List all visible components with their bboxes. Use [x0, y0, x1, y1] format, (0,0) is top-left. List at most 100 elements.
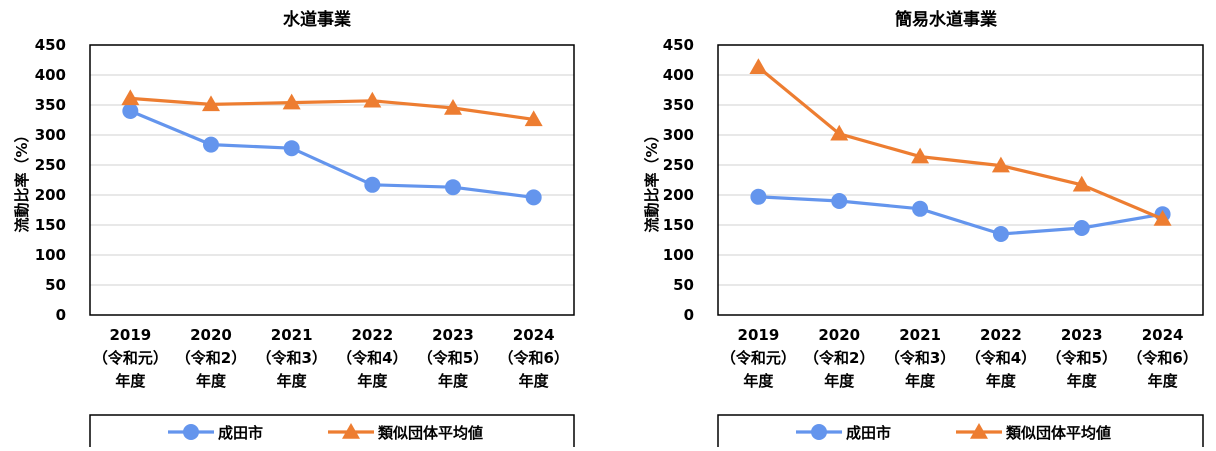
legend-label: 類似団体平均値 — [1005, 424, 1111, 442]
legend-marker-circle — [811, 424, 827, 440]
legend-label: 成田市 — [218, 424, 263, 442]
legend-box — [717, 414, 1204, 451]
data-point-triangle — [991, 156, 1010, 173]
data-point-circle — [122, 103, 139, 119]
x-tick-label: （令和6） — [498, 349, 568, 367]
series-line-2 — [757, 65, 1164, 221]
chart-title: 水道事業 — [283, 9, 351, 30]
x-tick-label: 年度 — [357, 372, 388, 390]
y-tick-label: 150 — [663, 216, 694, 234]
x-tick-label: （令和6） — [1127, 349, 1197, 367]
x-tick-label: 年度 — [438, 372, 469, 390]
y-tick-label: 0 — [684, 306, 694, 324]
y-tick-label: 0 — [56, 306, 66, 324]
x-tick-label: 2019 — [109, 326, 151, 344]
y-tick-label: 400 — [663, 66, 694, 84]
series-line-2 — [130, 96, 534, 121]
data-point-triangle — [1153, 210, 1172, 226]
x-tick-label: 年度 — [196, 372, 227, 390]
x-tick-label: 2023 — [432, 326, 474, 344]
plot-area-border — [717, 44, 1204, 316]
y-axis-label: 流動比率（%） — [643, 127, 661, 232]
data-point-triangle — [282, 93, 301, 110]
data-point-triangle — [911, 147, 930, 164]
data-point-circle — [364, 176, 381, 193]
data-point-circle — [912, 200, 929, 217]
x-tick-label: 2019 — [738, 326, 780, 344]
y-tick-label: 350 — [35, 96, 66, 114]
data-point-circle — [831, 193, 848, 209]
data-point-circle — [992, 226, 1009, 242]
x-tick-label: 年度 — [277, 372, 308, 390]
y-tick-label: 250 — [35, 156, 66, 174]
chart-title: 簡易水道事業 — [894, 9, 997, 30]
x-tick-label: （令和3） — [885, 349, 955, 367]
y-tick-label: 100 — [35, 246, 66, 264]
y-tick-label: 250 — [663, 156, 694, 174]
x-tick-label: 年度 — [824, 372, 855, 390]
x-tick-label: （令和4） — [337, 349, 407, 367]
y-tick-label: 200 — [35, 186, 66, 204]
legend-marker-triangle — [970, 423, 988, 439]
legend-label: 類似団体平均値 — [377, 424, 483, 442]
y-tick-label: 400 — [35, 66, 66, 84]
x-tick-label: 2024 — [1142, 326, 1184, 344]
chart-2: 簡易水道事業 0 50 100 150 200 250 300 350 400 450 流動比率（%）… — [643, 9, 1204, 451]
x-tick-label: 2024 — [513, 326, 555, 344]
data-point-triangle — [830, 124, 849, 141]
x-tick-label: （令和5） — [1047, 349, 1117, 367]
x-tick-label: 2022 — [351, 326, 393, 344]
data-point-circle — [1073, 220, 1090, 236]
chart-1: 水道事業 0 50 100 150 200 250 300 350 400 450 流動比率（%） 20… — [13, 9, 575, 451]
data-point-triangle — [202, 95, 220, 112]
legend-marker-triangle — [342, 423, 360, 439]
y-tick-label: 450 — [663, 36, 694, 54]
data-point-triangle — [1072, 175, 1091, 192]
data-point-triangle — [444, 99, 462, 115]
x-tick-label: 年度 — [905, 372, 936, 390]
x-tick-label: （令和4） — [966, 349, 1036, 367]
x-tick-label: 年度 — [519, 372, 550, 390]
y-tick-label: 150 — [35, 216, 66, 234]
y-axis-label: 流動比率（%） — [13, 127, 31, 232]
x-tick-label: 年度 — [1148, 372, 1179, 390]
x-tick-label: （令和5） — [418, 349, 488, 367]
x-tick-label: 2023 — [1061, 326, 1103, 344]
x-tick-label: 年度 — [743, 372, 774, 390]
series-line-1 — [758, 195, 1163, 236]
x-tick-label: 2022 — [980, 326, 1022, 344]
data-point-circle — [445, 179, 461, 196]
data-point-circle — [283, 140, 300, 157]
y-tick-label: 450 — [35, 36, 66, 54]
y-tick-label: 100 — [663, 246, 694, 264]
series-line-1 — [129, 109, 534, 199]
data-point-triangle — [363, 91, 382, 108]
data-point-circle — [525, 189, 542, 206]
legend-label: 成田市 — [846, 424, 891, 442]
data-point-triangle — [121, 89, 140, 106]
x-tick-label: （令和元） — [721, 349, 796, 367]
x-tick-label: 2021 — [899, 326, 941, 344]
x-tick-label: （令和2） — [176, 349, 246, 367]
x-tick-label: 年度 — [986, 372, 1017, 390]
data-point-triangle — [524, 110, 543, 127]
data-point-circle — [203, 136, 219, 153]
x-tick-label: （令和元） — [93, 349, 168, 367]
plot-area-border — [89, 44, 575, 316]
x-tick-label: （令和3） — [256, 349, 326, 367]
x-tick-label: 2020 — [818, 326, 860, 344]
x-tick-label: 2021 — [271, 326, 313, 344]
x-tick-label: 年度 — [1067, 372, 1098, 390]
y-tick-label: 50 — [673, 276, 694, 294]
y-tick-label: 300 — [663, 126, 694, 144]
x-tick-label: 2020 — [190, 326, 232, 344]
y-tick-label: 200 — [663, 186, 694, 204]
legend-marker-circle — [183, 424, 199, 440]
legend-box — [89, 414, 575, 451]
y-tick-label: 50 — [45, 276, 66, 294]
data-point-circle — [750, 188, 767, 205]
y-tick-label: 300 — [35, 126, 66, 144]
y-tick-label: 350 — [663, 96, 694, 114]
data-point-triangle — [749, 58, 768, 74]
